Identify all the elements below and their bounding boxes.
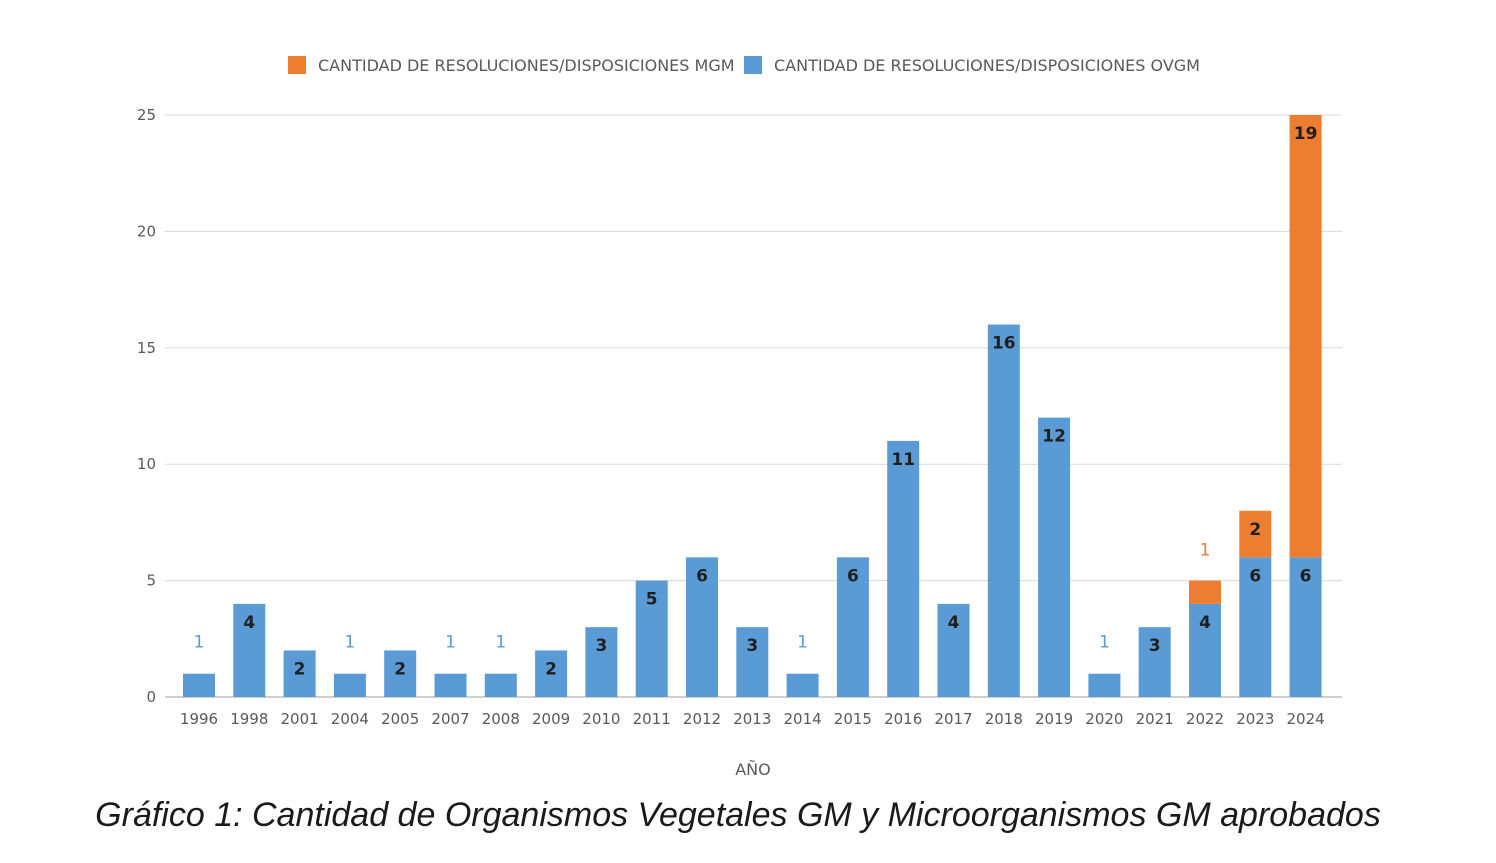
- data-label-ovgm: 2: [294, 659, 306, 679]
- data-label-ovgm: 2: [545, 659, 557, 679]
- data-label-ovgm: 3: [595, 636, 607, 656]
- data-label-ovgm: 6: [696, 566, 708, 586]
- bar-ovgm: [535, 650, 568, 697]
- bar-ovgm: [1138, 627, 1171, 697]
- data-label-mgm: 2: [1249, 520, 1261, 540]
- data-label-ovgm: 4: [1199, 613, 1211, 633]
- x-tick-label: 2023: [1236, 710, 1274, 728]
- bar-mgm: [1189, 580, 1221, 604]
- bar-ovgm: [484, 673, 517, 697]
- bar-ovgm: [283, 650, 316, 697]
- x-tick-label: 2001: [281, 710, 319, 728]
- legend-swatch: [288, 56, 306, 74]
- bar-ovgm: [1289, 557, 1322, 697]
- x-tick-label: 2011: [633, 710, 671, 728]
- data-label-ovgm: 1: [1099, 633, 1110, 653]
- chart-bars: [183, 115, 1322, 697]
- data-label-mgm: 1: [1200, 541, 1211, 561]
- data-label-ovgm: 11: [891, 450, 915, 470]
- bar-ovgm: [686, 557, 718, 697]
- y-tick-label: 20: [137, 222, 156, 240]
- bar-ovgm: [585, 627, 618, 697]
- bar-ovgm: [1189, 603, 1221, 697]
- bar-ovgm: [1239, 557, 1272, 697]
- bar-ovgm: [434, 673, 467, 697]
- bar-ovgm: [736, 627, 769, 697]
- data-label-ovgm: 1: [797, 633, 808, 653]
- bar-ovgm: [937, 603, 970, 697]
- bar-ovgm: [183, 673, 215, 697]
- data-label-ovgm: 4: [243, 613, 255, 633]
- x-tick-label: 2012: [683, 710, 721, 728]
- legend-label: CANTIDAD DE RESOLUCIONES/DISPOSICIONES O…: [774, 56, 1200, 75]
- x-tick-label: 2024: [1287, 710, 1325, 728]
- x-tick-label: 2009: [532, 710, 570, 728]
- legend-label: CANTIDAD DE RESOLUCIONES/DISPOSICIONES M…: [318, 56, 735, 75]
- chart-legend: CANTIDAD DE RESOLUCIONES/DISPOSICIONES M…: [288, 56, 1200, 75]
- bar-ovgm: [1088, 673, 1121, 697]
- x-tick-label: 2017: [934, 710, 972, 728]
- data-label-ovgm: 1: [495, 633, 506, 653]
- stacked-bar-chart: CANTIDAD DE RESOLUCIONES/DISPOSICIONES M…: [137, 56, 1342, 779]
- figure-caption: Gráfico 1: Cantidad de Organismos Vegeta…: [95, 796, 1381, 834]
- x-tick-label: 2004: [331, 710, 369, 728]
- bar-ovgm: [836, 557, 869, 697]
- data-label-ovgm: 1: [445, 633, 456, 653]
- y-axis-ticks: 0 5 10 15 20 25: [137, 106, 156, 706]
- bar-ovgm: [635, 580, 668, 697]
- bar-ovgm: [987, 324, 1020, 697]
- x-tick-label: 1998: [230, 710, 268, 728]
- x-tick-label: 2015: [834, 710, 872, 728]
- data-label-ovgm: 2: [394, 659, 406, 679]
- data-label-ovgm: 1: [194, 633, 205, 653]
- x-tick-label: 2007: [431, 710, 469, 728]
- bar-mgm: [1289, 115, 1322, 558]
- data-label-ovgm: 16: [992, 334, 1016, 354]
- x-tick-label: 2005: [381, 710, 419, 728]
- x-tick-label: 2014: [784, 710, 822, 728]
- x-tick-label: 2008: [482, 710, 520, 728]
- data-label-ovgm: 6: [1300, 566, 1312, 586]
- bar-mgm: [1239, 510, 1272, 558]
- x-axis-title: AÑO: [735, 760, 771, 779]
- bar-ovgm: [384, 650, 417, 697]
- x-tick-label: 2022: [1186, 710, 1224, 728]
- bar-ovgm: [333, 673, 366, 697]
- bar-ovgm: [1038, 417, 1071, 697]
- y-tick-label: 15: [137, 339, 156, 357]
- y-tick-label: 25: [137, 106, 156, 124]
- bar-ovgm: [887, 440, 920, 697]
- y-tick-label: 10: [137, 455, 156, 473]
- y-tick-label: 0: [146, 688, 156, 706]
- x-tick-label: 2013: [733, 710, 771, 728]
- data-label-ovgm: 4: [948, 613, 960, 633]
- bar-ovgm: [233, 603, 266, 697]
- x-tick-label: 2016: [884, 710, 922, 728]
- data-label-ovgm: 5: [646, 590, 658, 610]
- x-tick-label: 2010: [582, 710, 620, 728]
- data-label-ovgm: 6: [847, 566, 859, 586]
- x-tick-label: 1996: [180, 710, 218, 728]
- data-label-ovgm: 3: [1149, 636, 1161, 656]
- bar-ovgm: [786, 673, 819, 697]
- data-label-ovgm: 6: [1249, 566, 1261, 586]
- legend-swatch: [744, 56, 762, 74]
- x-tick-label: 2019: [1035, 710, 1073, 728]
- x-tick-label: 2020: [1085, 710, 1123, 728]
- data-label-ovgm: 1: [344, 633, 355, 653]
- y-tick-label: 5: [146, 572, 156, 590]
- x-tick-label: 2018: [985, 710, 1023, 728]
- data-label-ovgm: 3: [746, 636, 758, 656]
- data-label-mgm: 19: [1294, 124, 1318, 144]
- chart-gridlines: [165, 114, 1342, 698]
- x-tick-label: 2021: [1136, 710, 1174, 728]
- x-axis-ticks: 1996 1998 2001 2004 2005 2007 2008 2009 2010 2011…: [180, 710, 1325, 728]
- data-label-ovgm: 12: [1042, 427, 1066, 447]
